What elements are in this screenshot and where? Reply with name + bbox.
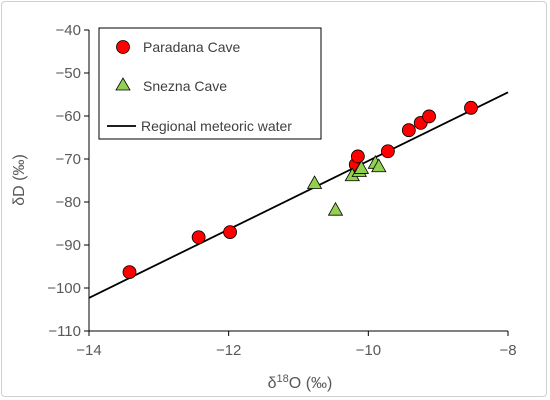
regional-meteoric-water-line — [88, 91, 509, 299]
x-tick-label: −8 — [499, 342, 516, 359]
paradana-point — [350, 149, 365, 164]
legend-box — [98, 27, 322, 140]
y-tick-label: −60 — [56, 108, 81, 125]
x-tick-label: −10 — [356, 342, 381, 359]
y-tick-label: −50 — [56, 65, 81, 82]
paradana-point — [191, 230, 206, 245]
legend-marker-paradana — [116, 40, 130, 54]
x-tick-label: −12 — [216, 342, 241, 359]
paradana-point — [401, 123, 416, 138]
snezna-point — [353, 160, 370, 174]
paradana-point — [464, 100, 478, 115]
paradana-point — [380, 144, 395, 159]
y-axis-title: δD (‰) — [11, 154, 28, 206]
y-tick-label: −90 — [56, 237, 81, 254]
y-tick-label: −40 — [56, 22, 81, 39]
legend-marker-snezna — [115, 77, 131, 91]
y-tick-label: −110 — [48, 323, 81, 340]
paradana-point — [122, 265, 137, 279]
legend-label-meteoric: Regional meteoric water — [141, 118, 292, 134]
x-axis-title: δ18O (‰) — [268, 373, 333, 392]
legend-label-paradana: Paradana Cave — [143, 39, 241, 55]
snezna-point — [327, 201, 344, 216]
paradana-point — [422, 109, 436, 124]
snezna-point — [371, 158, 387, 173]
legend: Paradana Cave Snezna Cave Regional meteo… — [98, 27, 322, 140]
tick-labels: −110 −100 −90 −80 −70 −60 −50 −40 −14 −12 −10 −8 — [47, 22, 516, 359]
data-points — [122, 100, 478, 279]
y-tick-label: −70 — [56, 151, 81, 168]
y-tick-label: −100 — [47, 280, 81, 297]
paradana-point — [223, 225, 237, 240]
axes — [84, 29, 509, 336]
y-tick-label: −80 — [56, 194, 81, 211]
regression-line-group — [88, 91, 509, 299]
snezna-point — [306, 175, 323, 189]
legend-label-snezna: Snezna Cave — [143, 78, 227, 94]
x-tick-label: −14 — [76, 342, 101, 359]
